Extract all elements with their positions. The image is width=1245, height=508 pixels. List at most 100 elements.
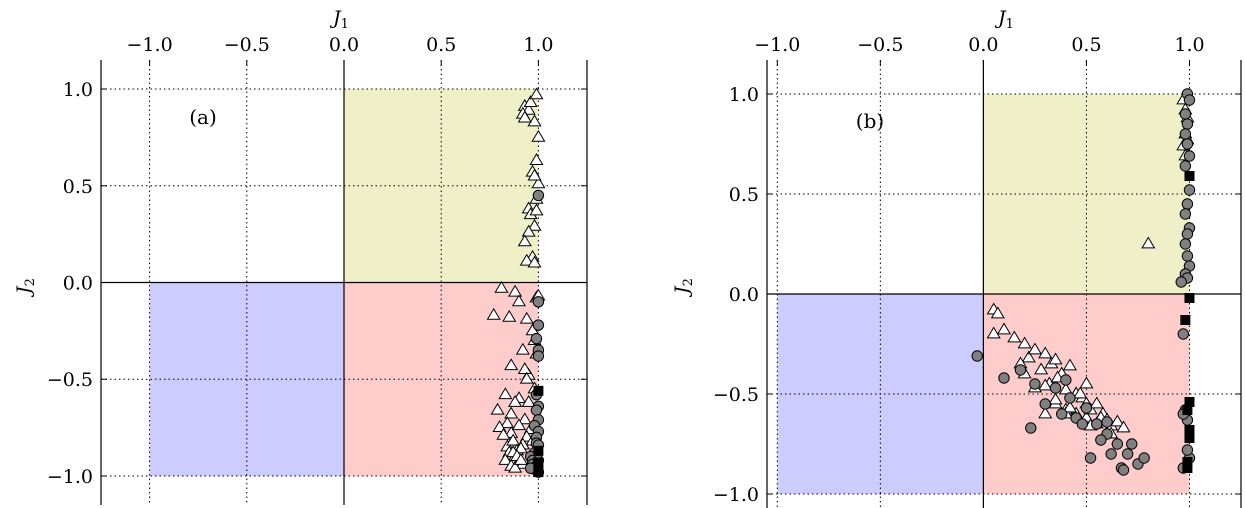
data-point-triangle [1089, 396, 1104, 409]
x-tick-label: −0.5 [224, 34, 270, 56]
data-point-triangle [502, 309, 517, 322]
data-point-triangle [523, 95, 538, 107]
data-point-circle [1014, 364, 1027, 376]
data-point-triangle [511, 294, 527, 307]
x-tick-label: 0.0 [968, 34, 998, 56]
y-axis-label: J2 [13, 278, 38, 298]
data-point-square [533, 385, 544, 396]
data-point-triangle [527, 255, 542, 268]
data-point-circle [1181, 250, 1194, 262]
data-point-circle [1029, 378, 1041, 390]
data-point-triangle [519, 371, 534, 384]
data-point-circle [1060, 374, 1072, 386]
data-point-circle [532, 189, 545, 202]
data-point-circle [1064, 392, 1076, 404]
data-point-square [1182, 405, 1193, 415]
data-point-circle [530, 404, 543, 416]
data-point-triangle [486, 307, 501, 320]
x-tick-label: −1.0 [127, 34, 173, 56]
data-point-triangle [490, 402, 505, 415]
data-point-triangle [519, 311, 534, 324]
data-point-triangle [990, 306, 1005, 319]
data-point-triangle [492, 420, 507, 433]
x-tick-label: 0.5 [426, 34, 456, 56]
markers [971, 88, 1196, 476]
y-tick-label: −1.0 [47, 466, 93, 488]
data-point-circle [1105, 448, 1117, 460]
data-point-triangle [515, 342, 530, 355]
data-point-triangle [1038, 346, 1053, 359]
x-axis-label: J1 [994, 7, 1014, 32]
data-point-circle [1183, 184, 1196, 196]
data-point-circle [1117, 464, 1130, 476]
data-point-square [533, 445, 544, 456]
data-point-square [1180, 315, 1191, 325]
data-point-circle [1177, 328, 1189, 340]
data-point-triangle [531, 176, 546, 189]
data-point-triangle [508, 460, 523, 473]
data-point-triangle [1116, 420, 1131, 433]
data-point-circle [1095, 434, 1107, 446]
data-point-circle [532, 350, 545, 362]
data-point-circle [1183, 150, 1196, 162]
data-point-circle [1179, 108, 1192, 120]
data-point-triangle [527, 114, 542, 127]
panel-a-plot: −1.0 −0.5 0.0 0.5 1.0 1.0 0.5 0.0 −0.5 −1.0 J1 J2 (a… [13, 7, 588, 505]
y-tick-label: 0.5 [63, 176, 93, 198]
data-point-triangle [529, 87, 544, 100]
data-point-triangle [1141, 236, 1156, 249]
y-tick-label: −1.0 [713, 484, 759, 506]
panel-b-plot: −1.0 −0.5 0.0 0.5 1.0 1.0 0.5 0.0 −0.5 −1.0 J1 J2 (b… [671, 7, 1242, 508]
data-point-triangle [500, 416, 515, 429]
data-point-triangle [494, 280, 509, 293]
data-point-square [1184, 171, 1195, 181]
x-tick-label: 1.0 [523, 34, 553, 56]
data-point-triangle [1038, 406, 1053, 419]
data-point-triangle [517, 234, 532, 247]
data-point-circle [1121, 448, 1134, 460]
data-point-triangle [498, 387, 513, 400]
data-point-triangle [513, 453, 528, 465]
data-point-triangle [504, 406, 519, 419]
data-point-triangle [498, 453, 513, 465]
data-point-circle [1175, 276, 1187, 288]
panel-label: (b) [856, 109, 884, 133]
data-point-circle [1084, 452, 1097, 464]
data-point-triangle [1038, 378, 1053, 391]
data-point-circle [1179, 208, 1192, 220]
x-tick-label: −0.5 [857, 34, 903, 56]
data-point-circle [971, 350, 983, 362]
data-point-triangle [517, 412, 532, 425]
data-point-triangle [508, 284, 523, 297]
y-tick-label: 0.0 [63, 273, 93, 295]
data-point-circle [1138, 452, 1150, 464]
data-point-circle [1076, 418, 1089, 430]
data-point-triangle [1034, 362, 1049, 375]
data-point-circle [1101, 416, 1113, 428]
data-point-triangle [1007, 330, 1022, 343]
data-point-triangle [517, 110, 532, 123]
data-point-triangle [511, 418, 527, 431]
y-tick-label: 0.0 [729, 284, 759, 306]
x-tick-label: 0.0 [329, 34, 359, 56]
data-point-triangle [504, 358, 519, 371]
x-tick-label: 0.5 [1071, 34, 1101, 56]
data-point-circle [532, 319, 545, 331]
data-point-circle [1091, 418, 1103, 430]
data-point-triangle [1048, 392, 1063, 405]
y-tick-label: 1.0 [63, 79, 93, 101]
data-point-circle [1039, 398, 1051, 410]
y-tick-label: −0.5 [713, 384, 759, 406]
data-point-triangle [513, 441, 528, 454]
data-point-circle [1179, 238, 1192, 250]
data-point-circle [1181, 444, 1194, 456]
data-point-circle [1025, 422, 1037, 434]
data-point-circle [998, 372, 1010, 384]
y-axis-label: J2 [671, 278, 696, 298]
data-point-circle [1179, 160, 1192, 172]
data-point-triangle [1027, 342, 1042, 355]
data-point-triangle [1073, 386, 1088, 399]
data-point-circle [1111, 438, 1124, 450]
data-point-triangle [986, 326, 1001, 339]
